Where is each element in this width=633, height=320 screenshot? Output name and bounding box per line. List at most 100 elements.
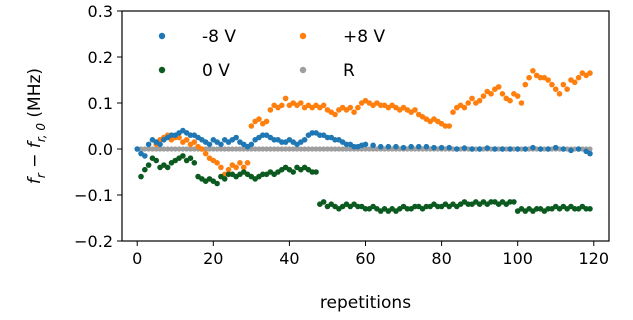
point-R bbox=[225, 146, 232, 152]
point-plus8v-8v bbox=[225, 166, 232, 173]
point-plus8v-8v bbox=[240, 164, 247, 171]
point-minus8v-8v bbox=[492, 146, 498, 152]
point-minus8v-8v bbox=[134, 146, 141, 152]
point-R bbox=[511, 146, 517, 152]
legend-label: R bbox=[343, 61, 355, 81]
x-tick-label: 120 bbox=[579, 249, 610, 268]
point-plus8v-8v bbox=[351, 109, 357, 115]
point-minus8v-8v bbox=[499, 146, 506, 152]
point-plus8v-8v bbox=[469, 95, 475, 102]
point-minus8v-8v bbox=[530, 144, 536, 151]
y-axis-label: fr − fr, 0 (MHz) bbox=[25, 68, 48, 184]
point-plus8v-8v bbox=[507, 97, 513, 104]
point-R bbox=[309, 146, 315, 152]
point-plus8v-8v bbox=[355, 104, 361, 111]
x-tick-label: 0 bbox=[132, 249, 142, 268]
point-plus8v-8v bbox=[465, 100, 472, 106]
point-plus8v-8v bbox=[514, 93, 521, 99]
point-minus8v-8v bbox=[484, 145, 491, 151]
point-R bbox=[290, 146, 296, 152]
point-zero8v-0v bbox=[290, 169, 297, 175]
legend-marker bbox=[299, 32, 307, 40]
point-zero8v-0v bbox=[153, 157, 160, 164]
y-axis-label-f: f bbox=[25, 175, 45, 184]
point-R bbox=[294, 146, 300, 152]
point-minus8v-8v bbox=[575, 146, 582, 152]
point-R bbox=[328, 146, 334, 152]
point-zero8v-0v bbox=[587, 206, 593, 212]
points-layer bbox=[134, 68, 593, 214]
point-plus8v-8v bbox=[552, 86, 559, 92]
point-minus8v-8v bbox=[301, 137, 308, 143]
legend-label: 0 V bbox=[202, 61, 230, 81]
point-plus8v-8v bbox=[191, 139, 198, 145]
point-R bbox=[267, 146, 273, 152]
point-plus8v-8v bbox=[461, 104, 468, 111]
plot-frame bbox=[121, 10, 610, 242]
y-tick-label: 0.2 bbox=[88, 48, 113, 67]
point-zero8v-0v bbox=[320, 199, 327, 205]
point-minus8v-8v bbox=[393, 143, 399, 150]
point-minus8v-8v bbox=[362, 141, 369, 148]
point-R bbox=[222, 146, 228, 152]
point-R bbox=[271, 146, 277, 152]
point-zero8v-0v bbox=[138, 173, 144, 180]
y-axis-label-unit: (MHz) bbox=[25, 68, 45, 123]
point-R bbox=[142, 146, 148, 152]
legend-marker bbox=[299, 66, 307, 74]
point-plus8v-8v bbox=[495, 84, 502, 90]
point-minus8v-8v bbox=[145, 141, 152, 148]
point-R bbox=[473, 146, 479, 152]
point-R bbox=[229, 146, 235, 152]
point-minus8v-8v bbox=[438, 144, 445, 151]
legend-marker bbox=[158, 32, 166, 40]
point-minus8v-8v bbox=[370, 142, 376, 149]
point-zero8v-0v bbox=[313, 169, 319, 175]
point-plus8v-8v bbox=[320, 102, 327, 109]
point-plus8v-8v bbox=[202, 150, 209, 157]
point-plus8v-8v bbox=[233, 164, 239, 171]
point-R bbox=[275, 146, 281, 152]
point-plus8v-8v bbox=[545, 77, 551, 83]
point-R bbox=[138, 146, 144, 152]
point-minus8v-8v bbox=[545, 146, 551, 152]
y-axis-label-sub1: r bbox=[34, 172, 48, 178]
point-zero8v-0v bbox=[164, 164, 171, 171]
point-zero8v-0v bbox=[511, 199, 517, 205]
point-minus8v-8v bbox=[423, 143, 430, 150]
point-R bbox=[263, 146, 270, 152]
point-plus8v-8v bbox=[480, 93, 487, 99]
point-zero8v-0v bbox=[221, 176, 228, 182]
point-R bbox=[210, 146, 216, 152]
point-R bbox=[184, 146, 190, 152]
point-plus8v-8v bbox=[237, 160, 243, 166]
point-minus8v-8v bbox=[454, 146, 460, 152]
point-plus8v-8v bbox=[256, 116, 262, 122]
point-plus8v-8v bbox=[347, 104, 354, 111]
point-minus8v-8v bbox=[552, 144, 559, 151]
point-minus8v-8v bbox=[206, 141, 213, 148]
point-R bbox=[283, 146, 289, 152]
point-plus8v-8v bbox=[575, 74, 582, 81]
point-plus8v-8v bbox=[571, 79, 578, 86]
point-R bbox=[172, 146, 178, 152]
point-R bbox=[324, 146, 331, 152]
point-R bbox=[252, 146, 258, 152]
point-minus8v-8v bbox=[142, 153, 148, 159]
legend: -8 V +8 V 0 V R bbox=[158, 27, 385, 81]
point-plus8v-8v bbox=[530, 68, 536, 74]
point-R bbox=[343, 146, 350, 152]
point-R bbox=[305, 146, 312, 152]
point-R bbox=[203, 146, 209, 152]
point-plus8v-8v bbox=[282, 95, 289, 102]
point-plus8v-8v bbox=[183, 137, 190, 143]
point-plus8v-8v bbox=[476, 97, 483, 104]
y-tick-label: 0.1 bbox=[88, 94, 113, 113]
point-minus8v-8v bbox=[537, 146, 544, 152]
point-minus8v-8v bbox=[514, 146, 521, 152]
point-R bbox=[256, 146, 262, 152]
point-R bbox=[180, 146, 186, 152]
ticks-layer: 0 20 40 60 80 100 120 −0.2 −0.1 0.0 0.1 0.2 0.3 bbox=[74, 2, 609, 268]
